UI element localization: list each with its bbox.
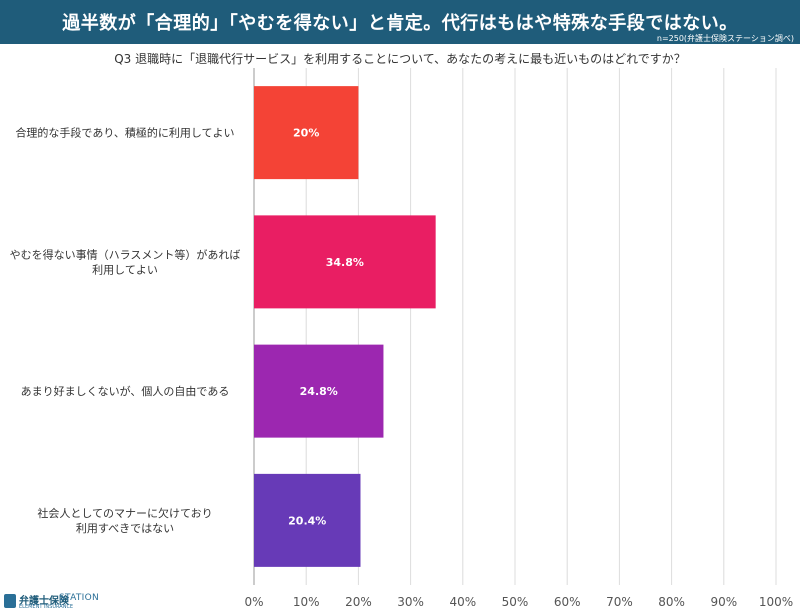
category-label: あまり好ましくないが、個人の自由である [21,384,230,398]
bar [254,215,436,309]
source-note: n=250(弁護士保険ステーション調べ) [656,34,794,43]
brand-mark-icon [4,594,16,608]
category-label-line: 利用すべきではない [76,522,174,535]
bar [254,344,384,438]
category-label: 合理的な手段であり、積極的に利用してよい [15,126,234,140]
bar-value-label: 24.8% [300,385,338,398]
x-tick-label: 90% [710,595,737,609]
question-text: Q3 退職時に「退職代行サービス」を利用することについて、あなたの考えに最も近い… [114,52,686,66]
x-tick-label: 60% [554,595,581,609]
category-label: やむを得ない事情（ハラスメント等）があれば利用してよい [10,247,241,276]
x-tick-label: 10% [293,595,320,609]
category-label-line: 社会人としてのマナーに欠けており [37,506,212,520]
category-label-line: 利用してよい [92,263,158,276]
category-label-line: やむを得ない事情（ハラスメント等）があれば [10,247,241,261]
x-tick-label: 20% [345,595,372,609]
x-tick-label: 0% [244,595,263,609]
brand-station: STATION [59,593,100,603]
bar-value-label: 20.4% [288,514,326,527]
chart-title: 過半数が「合理的」「やむを得ない」と肯定。代行はもはや特殊な手段ではない。 [62,13,738,34]
x-tick-label: 80% [658,595,685,609]
bar-value-label: 34.8% [326,256,364,269]
bar [254,86,359,180]
x-tick-label: 100% [759,595,793,609]
category-label-line: 合理的な手段であり、積極的に利用してよい [15,126,234,140]
bar [254,473,361,567]
x-tick-label: 30% [397,595,424,609]
brand-sub: ELEMENT INSURANCE [19,604,74,610]
bar-value-label: 20% [293,127,319,140]
chart-header: 過半数が「合理的」「やむを得ない」と肯定。代行はもはや特殊な手段ではない。 [0,0,800,44]
x-tick-label: 40% [449,595,476,609]
category-label-line: あまり好ましくないが、個人の自由である [21,384,230,398]
brand-logo: 弁護士保険 STATION ELEMENT INSURANCE [4,592,104,612]
brand-name: 弁護士保険 [19,596,69,607]
x-tick-label: 70% [606,595,633,609]
x-tick-label: 50% [502,595,529,609]
category-label: 社会人としてのマナーに欠けており利用すべきではない [37,506,212,535]
